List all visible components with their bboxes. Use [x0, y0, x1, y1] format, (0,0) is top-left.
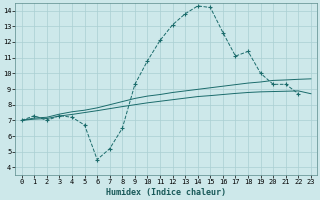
X-axis label: Humidex (Indice chaleur): Humidex (Indice chaleur): [106, 188, 226, 197]
